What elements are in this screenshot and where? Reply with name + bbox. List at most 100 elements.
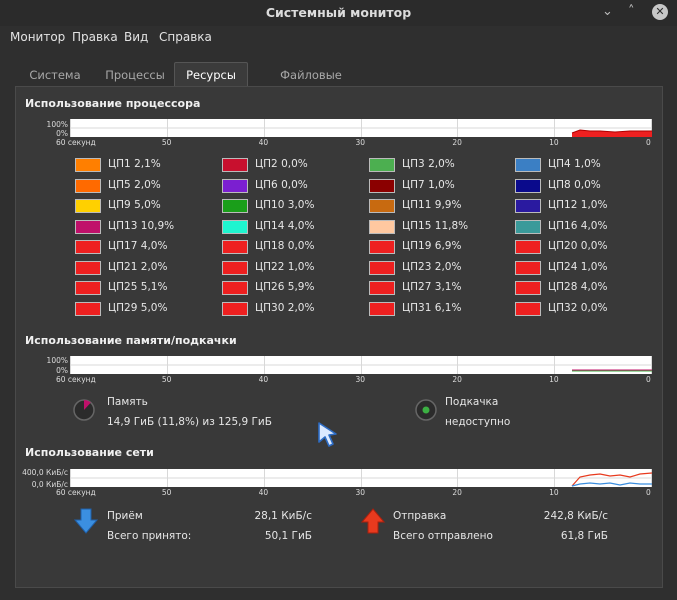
cpu-label: ЦП6 0,0%: [255, 179, 308, 191]
menu-help[interactable]: Справка: [159, 30, 212, 44]
tab-processes[interactable]: Процессы: [105, 68, 165, 82]
cpu-usage: 1,0%: [580, 260, 608, 273]
cpu-name: ЦП13: [108, 219, 138, 232]
cpu-color-swatch[interactable]: [222, 260, 248, 275]
close-button[interactable]: ✕: [652, 4, 668, 20]
cpu-item: ЦП5 2,0%: [75, 178, 215, 194]
menu-edit[interactable]: Правка: [72, 30, 118, 44]
cpu-color-swatch[interactable]: [75, 219, 101, 234]
cpu-color-swatch[interactable]: [515, 240, 541, 254]
cpu-item: ЦП14 4,0%: [222, 219, 362, 235]
cpu-item: ЦП30 2,0%: [222, 301, 362, 317]
swap-label: Подкачка: [445, 396, 499, 408]
x-axis-tick-label: 60 секунд: [56, 375, 96, 384]
cpu-color-swatch[interactable]: [222, 199, 248, 213]
cpu-color-swatch[interactable]: [515, 281, 541, 295]
cpu-label: ЦП3 2,0%: [402, 158, 455, 170]
swap-pie-icon[interactable]: [414, 398, 438, 422]
upload-arrow-icon[interactable]: [361, 508, 385, 534]
cpu-label: ЦП4 1,0%: [548, 158, 601, 170]
cpu-label: ЦП12 1,0%: [548, 199, 607, 211]
tab-filesystems[interactable]: Файловые системы: [280, 68, 342, 104]
cpu-color-swatch[interactable]: [515, 260, 541, 275]
x-axis-tick-label: 40: [258, 488, 269, 497]
tab-resources[interactable]: Ресурсы: [174, 62, 248, 88]
cpu-color-swatch[interactable]: [369, 260, 395, 275]
cpu-label: ЦП16 4,0%: [548, 220, 607, 232]
cpu-color-swatch[interactable]: [515, 199, 541, 213]
cpu-color-swatch[interactable]: [369, 301, 395, 316]
menu-view[interactable]: Вид: [124, 30, 149, 44]
cpu-label: ЦП19 6,9%: [402, 240, 461, 252]
cpu-usage: 1,0%: [428, 178, 455, 191]
cpu-usage: 5,9%: [287, 281, 315, 293]
cpu-item: ЦП25 5,1%: [75, 280, 215, 296]
tab-system[interactable]: Система: [29, 68, 81, 82]
cpu-name: ЦП5: [108, 178, 131, 191]
x-axis-tick-label: 20: [452, 375, 462, 384]
cpu-item: ЦП3 2,0%: [369, 157, 509, 173]
cpu-color-swatch[interactable]: [75, 199, 101, 213]
cpu-label: ЦП32 0,0%: [548, 302, 607, 314]
menu-monitor[interactable]: Монитор: [10, 30, 66, 44]
cpu-color-swatch[interactable]: [369, 158, 395, 172]
cpu-color-swatch[interactable]: [75, 301, 101, 316]
download-arrow-icon[interactable]: [74, 508, 98, 534]
cpu-color-swatch[interactable]: [75, 281, 101, 295]
cpu-item: ЦП4 1,0%: [515, 157, 655, 173]
memory-pie-icon[interactable]: [72, 398, 96, 422]
cpu-color-swatch[interactable]: [369, 219, 395, 234]
memory-value: 14,9 ГиБ (11,8%) из 125,9 ГиБ: [107, 416, 272, 428]
cpu-color-swatch[interactable]: [75, 240, 101, 254]
cpu-usage: 2,0%: [287, 301, 315, 314]
cpu-name: ЦП26: [255, 281, 285, 293]
cpu-color-swatch[interactable]: [75, 178, 101, 193]
cpu-name: ЦП31: [402, 301, 432, 314]
x-axis-tick-label: 30: [355, 138, 366, 147]
send-label: Отправка: [393, 510, 447, 522]
cpu-usage: 0,0%: [574, 178, 601, 191]
resources-panel: [15, 86, 663, 588]
cpu-color-swatch[interactable]: [222, 219, 248, 234]
cpu-usage: 0,0%: [287, 240, 315, 252]
cpu-name: ЦП9: [108, 199, 131, 211]
cpu-color-swatch[interactable]: [369, 199, 395, 213]
cpu-label: ЦП28 4,0%: [548, 281, 607, 293]
cpu-name: ЦП24: [548, 260, 578, 273]
send-total-label: Всего отправлено: [393, 530, 493, 542]
x-axis-tick-label: 60 секунд: [56, 138, 96, 147]
cpu-color-swatch[interactable]: [75, 260, 101, 275]
cpu-color-swatch[interactable]: [75, 158, 101, 172]
x-axis-tick-label: 40: [258, 375, 269, 384]
cpu-y-top: 100%: [46, 120, 68, 129]
cpu-item: ЦП16 4,0%: [515, 219, 655, 235]
cpu-color-swatch[interactable]: [222, 281, 248, 295]
cpu-usage: 5,0%: [140, 301, 168, 314]
cpu-name: ЦП3: [402, 158, 425, 170]
cpu-color-swatch[interactable]: [222, 301, 248, 316]
cpu-color-swatch[interactable]: [515, 219, 541, 234]
cpu-color-swatch[interactable]: [222, 158, 248, 172]
maximize-button[interactable]: ˄: [628, 4, 635, 19]
cpu-usage: 4,0%: [580, 219, 608, 232]
cpu-color-swatch[interactable]: [515, 178, 541, 193]
cpu-color-swatch[interactable]: [369, 178, 395, 193]
cpu-color-swatch[interactable]: [515, 301, 541, 316]
cpu-color-swatch[interactable]: [369, 240, 395, 254]
cpu-item: ЦП11 9,9%: [369, 198, 509, 214]
minimize-button[interactable]: ⌄: [602, 4, 613, 19]
cpu-usage: 5,1%: [140, 281, 168, 293]
memory-label: Память: [107, 396, 148, 408]
x-axis-tick-label: 30: [355, 488, 366, 497]
cpu-color-swatch[interactable]: [222, 178, 248, 193]
cpu-label: ЦП30 2,0%: [255, 302, 314, 314]
cpu-color-swatch[interactable]: [515, 158, 541, 172]
cpu-item: ЦП18 0,0%: [222, 239, 362, 255]
cpu-usage: 4,0%: [287, 219, 315, 232]
cpu-item: ЦП9 5,0%: [75, 198, 215, 214]
cpu-name: ЦП6: [255, 178, 278, 191]
cpu-name: ЦП14: [255, 219, 285, 232]
cpu-item: ЦП24 1,0%: [515, 260, 655, 276]
cpu-color-swatch[interactable]: [222, 240, 248, 254]
cpu-color-swatch[interactable]: [369, 281, 395, 295]
